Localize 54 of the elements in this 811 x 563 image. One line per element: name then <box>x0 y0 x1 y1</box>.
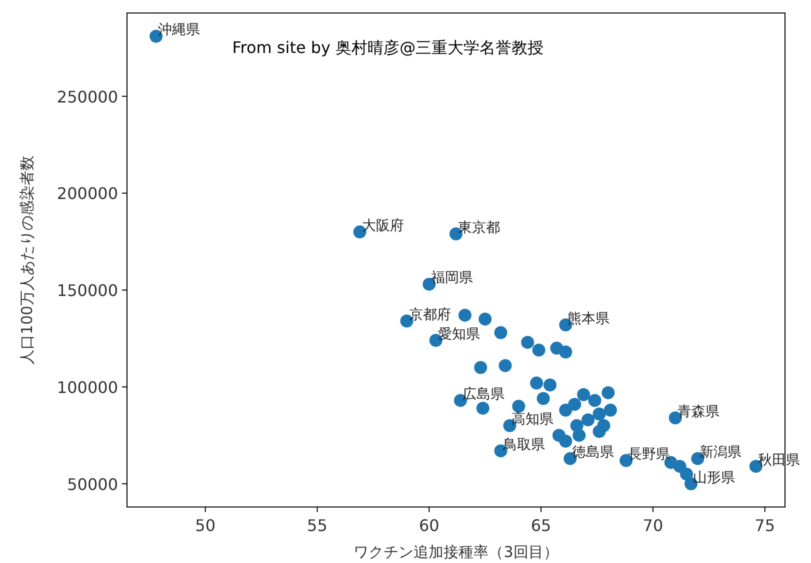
x-tick-label: 50 <box>195 516 216 535</box>
point <box>592 408 606 421</box>
point <box>544 378 556 392</box>
annotation: 山形県 <box>693 470 735 486</box>
annotation: 新潟県 <box>700 444 742 461</box>
point <box>458 308 472 322</box>
annotation: 沖縄県 <box>158 22 200 38</box>
x-axis-title: ワクチン追加接種率（3回目） <box>354 543 558 561</box>
y-tick-label: 200000 <box>56 184 118 204</box>
point <box>536 392 550 406</box>
x-tick-label: 70 <box>642 516 664 535</box>
y-axis-title: 人口100万人あたりの感染者数 <box>18 156 36 364</box>
point <box>568 398 582 411</box>
annotation: 高知県 <box>512 412 554 428</box>
annotation: 東京都 <box>458 220 500 236</box>
annotation: 熊本県 <box>568 310 610 327</box>
annotation: 福岡県 <box>431 270 474 286</box>
point <box>530 376 544 390</box>
point <box>478 312 492 326</box>
annotation: 徳島県 <box>572 444 614 461</box>
point <box>474 361 488 374</box>
x-tick-label: 55 <box>307 516 328 535</box>
annotation: From site by 奥村晴彦@三重大学名誉教授 <box>232 38 544 57</box>
x-tick-label: 65 <box>530 516 552 535</box>
x-tick-label: 60 <box>418 516 440 535</box>
y-tick-label: 150000 <box>56 281 118 300</box>
annotation: 秋田県 <box>758 452 800 468</box>
point <box>498 359 512 372</box>
point <box>521 336 534 349</box>
annotation: 京都府 <box>408 307 451 324</box>
point <box>602 386 615 400</box>
annotation: 広島県 <box>462 386 504 402</box>
point <box>577 388 590 402</box>
point <box>597 419 610 432</box>
point <box>550 342 564 355</box>
point <box>559 404 572 417</box>
y-tick-label: 100000 <box>56 378 118 397</box>
point <box>559 434 572 448</box>
point <box>532 344 546 357</box>
y-tick-label: 50000 <box>67 474 118 494</box>
point <box>572 428 586 442</box>
annotation: 鳥取県 <box>502 436 545 453</box>
annotation: 愛知県 <box>438 326 480 342</box>
y-tick-label: 250000 <box>56 87 118 106</box>
x-tick-label: 75 <box>754 516 776 535</box>
point <box>476 402 490 415</box>
point <box>604 404 617 417</box>
point <box>582 413 595 426</box>
point <box>588 394 602 407</box>
annotation: 長野県 <box>628 446 670 463</box>
point <box>494 326 508 340</box>
annotation: 大阪府 <box>362 218 404 234</box>
annotation: 青森県 <box>677 404 720 420</box>
point <box>680 468 694 481</box>
